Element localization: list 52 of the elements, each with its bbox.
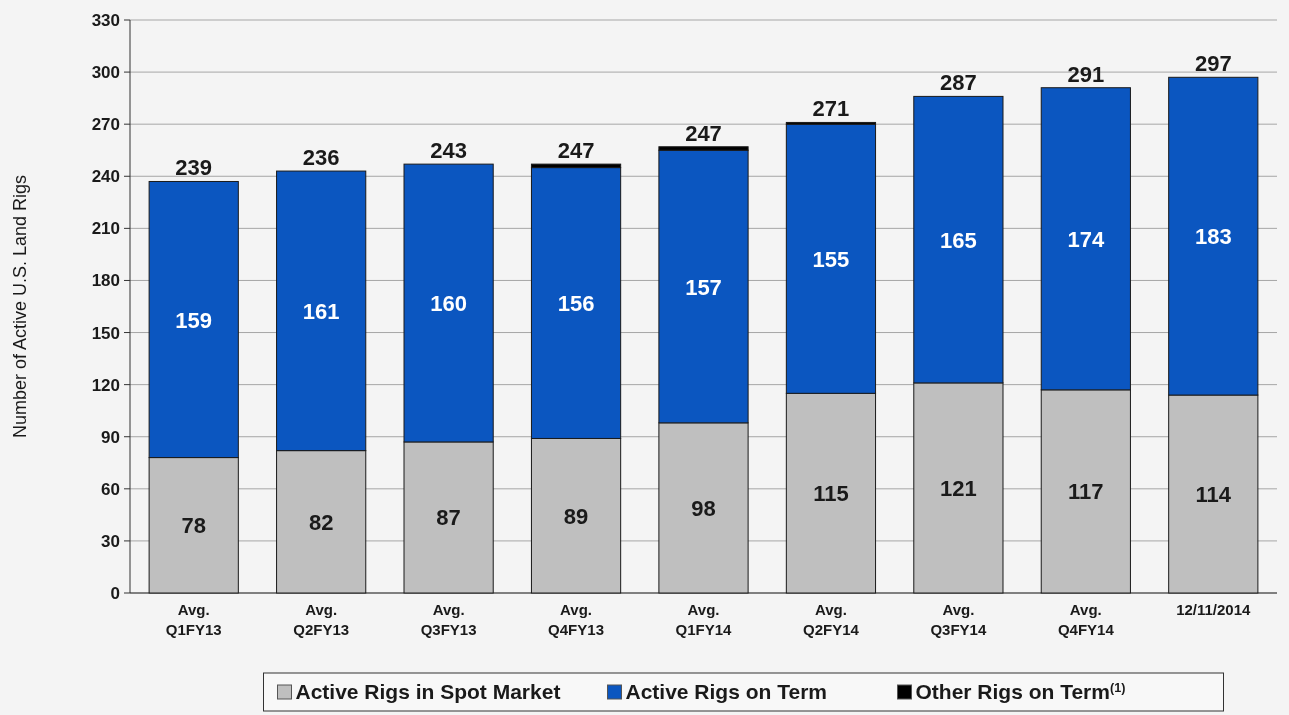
annotation: 287 (940, 70, 977, 96)
annotation: 291 (1067, 61, 1105, 87)
x-tick-label: 12/11/2014 (1176, 601, 1252, 618)
annotation: 239 (175, 155, 213, 181)
y-tick-label: 240 (91, 167, 120, 187)
y-tick-label: 0 (110, 584, 120, 603)
data-label: 121 (940, 475, 977, 501)
data-label: 117 (1068, 479, 1104, 505)
x-tick-label: Avg. Q3FY13 (420, 601, 477, 638)
data-label: 87 (436, 505, 461, 531)
annotation: 243 (430, 138, 467, 164)
x-tick-label: Avg. Q1FY13 (165, 601, 222, 638)
x-tick-label: Avg. Q3FY14 (930, 601, 987, 638)
y-axis-title: Number of Active U.S. Land Rigs (10, 174, 30, 439)
x-tick-label: Avg. Q4FY13 (548, 601, 604, 638)
data-label: 114 (1195, 482, 1232, 508)
annotation: 247 (557, 138, 595, 164)
x-tick-label: Avg. Q2FY13 (293, 601, 350, 638)
annotation: 271 (812, 96, 850, 122)
data-label: 89 (563, 503, 589, 529)
data-label: 165 (940, 227, 977, 253)
x-tick-label: Avg. Q1FY14 (675, 601, 733, 638)
y-tick-label: 30 (101, 531, 120, 551)
data-label: 157 (685, 274, 722, 300)
x-tick-label: Avg. Q2FY14 (803, 601, 860, 638)
y-tick-label: 60 (101, 479, 120, 499)
legend-label: Active Rigs in Spot Market (295, 680, 561, 703)
data-label: 115 (813, 481, 849, 507)
y-tick-label: 300 (91, 63, 120, 83)
data-label: 98 (691, 495, 716, 521)
data-label: 161 (302, 298, 340, 324)
y-tick-label: 120 (91, 375, 120, 395)
legend-label: Active Rigs on Term (625, 680, 827, 703)
data-label: 82 (308, 509, 334, 535)
legend-label: Other Rigs on Term$^{(1)}$ (915, 680, 1126, 703)
y-tick-label: 330 (91, 11, 120, 30)
y-tick-label: 90 (101, 427, 120, 447)
data-label: 174 (1067, 226, 1105, 252)
annotation: 297 (1194, 51, 1232, 77)
data-label: 156 (557, 291, 595, 317)
annotation: 247 (685, 120, 722, 146)
data-label: 183 (1194, 224, 1232, 250)
data-label: 155 (812, 246, 850, 272)
y-tick-label: 270 (91, 115, 120, 135)
annotation: 236 (302, 145, 340, 171)
y-tick-label: 150 (91, 323, 120, 343)
data-label: 159 (175, 307, 213, 333)
data-label: 78 (181, 513, 206, 539)
y-tick-label: 180 (91, 271, 120, 291)
x-tick-label: Avg. Q4FY14 (1057, 601, 1115, 638)
y-tick-label: 210 (91, 219, 120, 239)
data-label: 160 (430, 291, 467, 317)
